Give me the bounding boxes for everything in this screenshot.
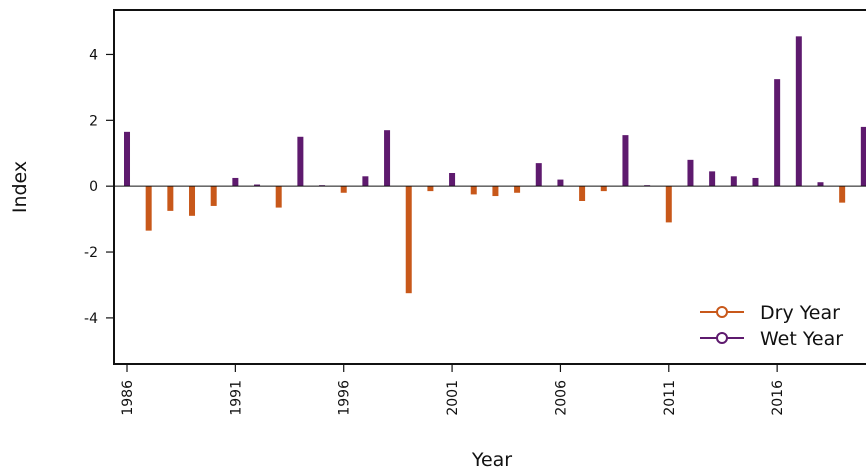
bar-dry-2004 (514, 186, 521, 193)
bar-wet-2009 (622, 135, 629, 187)
bar-wet-2017 (795, 36, 802, 187)
bar-dry-1999 (405, 186, 412, 294)
x-tick-label: 1991 (228, 380, 244, 416)
y-tick-label: -2 (84, 245, 98, 261)
bar-wet-1997 (362, 176, 369, 187)
x-tick-label: 2011 (662, 380, 678, 416)
x-tick-label: 2001 (445, 380, 461, 416)
bar-wet-2020 (860, 126, 866, 187)
bar-wet-2012 (687, 159, 694, 187)
bar-wet-2014 (730, 176, 737, 187)
legend: Dry Year Wet Year (700, 302, 843, 350)
x-tick-label: 2016 (770, 380, 786, 416)
y-tick-label: -4 (84, 311, 98, 327)
x-tick-label: 2006 (553, 380, 569, 416)
x-tick-label: 1996 (337, 380, 353, 416)
bar-wet-1992 (254, 184, 261, 187)
bar-wet-2001 (449, 173, 456, 187)
bar-dry-2007 (579, 186, 586, 201)
bar-wet-1998 (384, 130, 391, 187)
x-axis-ticks: 19861991199620012006201120162021 (120, 364, 786, 416)
bar-dry-1996 (340, 186, 347, 193)
bar-dry-1988 (167, 186, 174, 211)
y-tick-label: 0 (89, 179, 98, 195)
bar-dry-1990 (210, 186, 217, 206)
bar-dry-1987 (145, 186, 152, 231)
bar-dry-2011 (665, 186, 672, 223)
bar-dry-2019 (839, 186, 846, 203)
bar-dry-1989 (189, 186, 196, 216)
bars-layer (124, 36, 866, 294)
y-tick-label: 2 (89, 113, 98, 129)
bar-dry-2003 (492, 186, 499, 197)
bar-wet-1986 (124, 131, 131, 187)
legend-label-dry: Dry Year (760, 302, 840, 324)
bar-wet-2006 (557, 179, 564, 187)
y-axis-title: Index (9, 161, 31, 213)
x-axis-title: Year (471, 449, 512, 470)
bar-wet-2013 (709, 171, 716, 187)
bar-wet-1991 (232, 177, 239, 187)
bar-dry-1993 (275, 186, 282, 208)
plot-frame (113, 9, 866, 365)
legend-marker-wet (716, 332, 728, 344)
bar-wet-2015 (752, 177, 759, 187)
bar-wet-2018 (817, 182, 824, 187)
x-tick-label: 1986 (120, 380, 136, 416)
bar-wet-2016 (774, 79, 781, 187)
legend-label-wet: Wet Year (760, 328, 843, 350)
y-tick-label: 4 (89, 47, 98, 63)
legend-marker-dry (716, 306, 728, 318)
bar-dry-2000 (427, 186, 434, 192)
bar-wet-1994 (297, 136, 304, 187)
bar-wet-2005 (535, 163, 542, 187)
bar-dry-2002 (470, 186, 477, 195)
y-axis-ticks: -4 -2 0 2 4 (84, 47, 114, 327)
bar-dry-2008 (600, 186, 607, 192)
